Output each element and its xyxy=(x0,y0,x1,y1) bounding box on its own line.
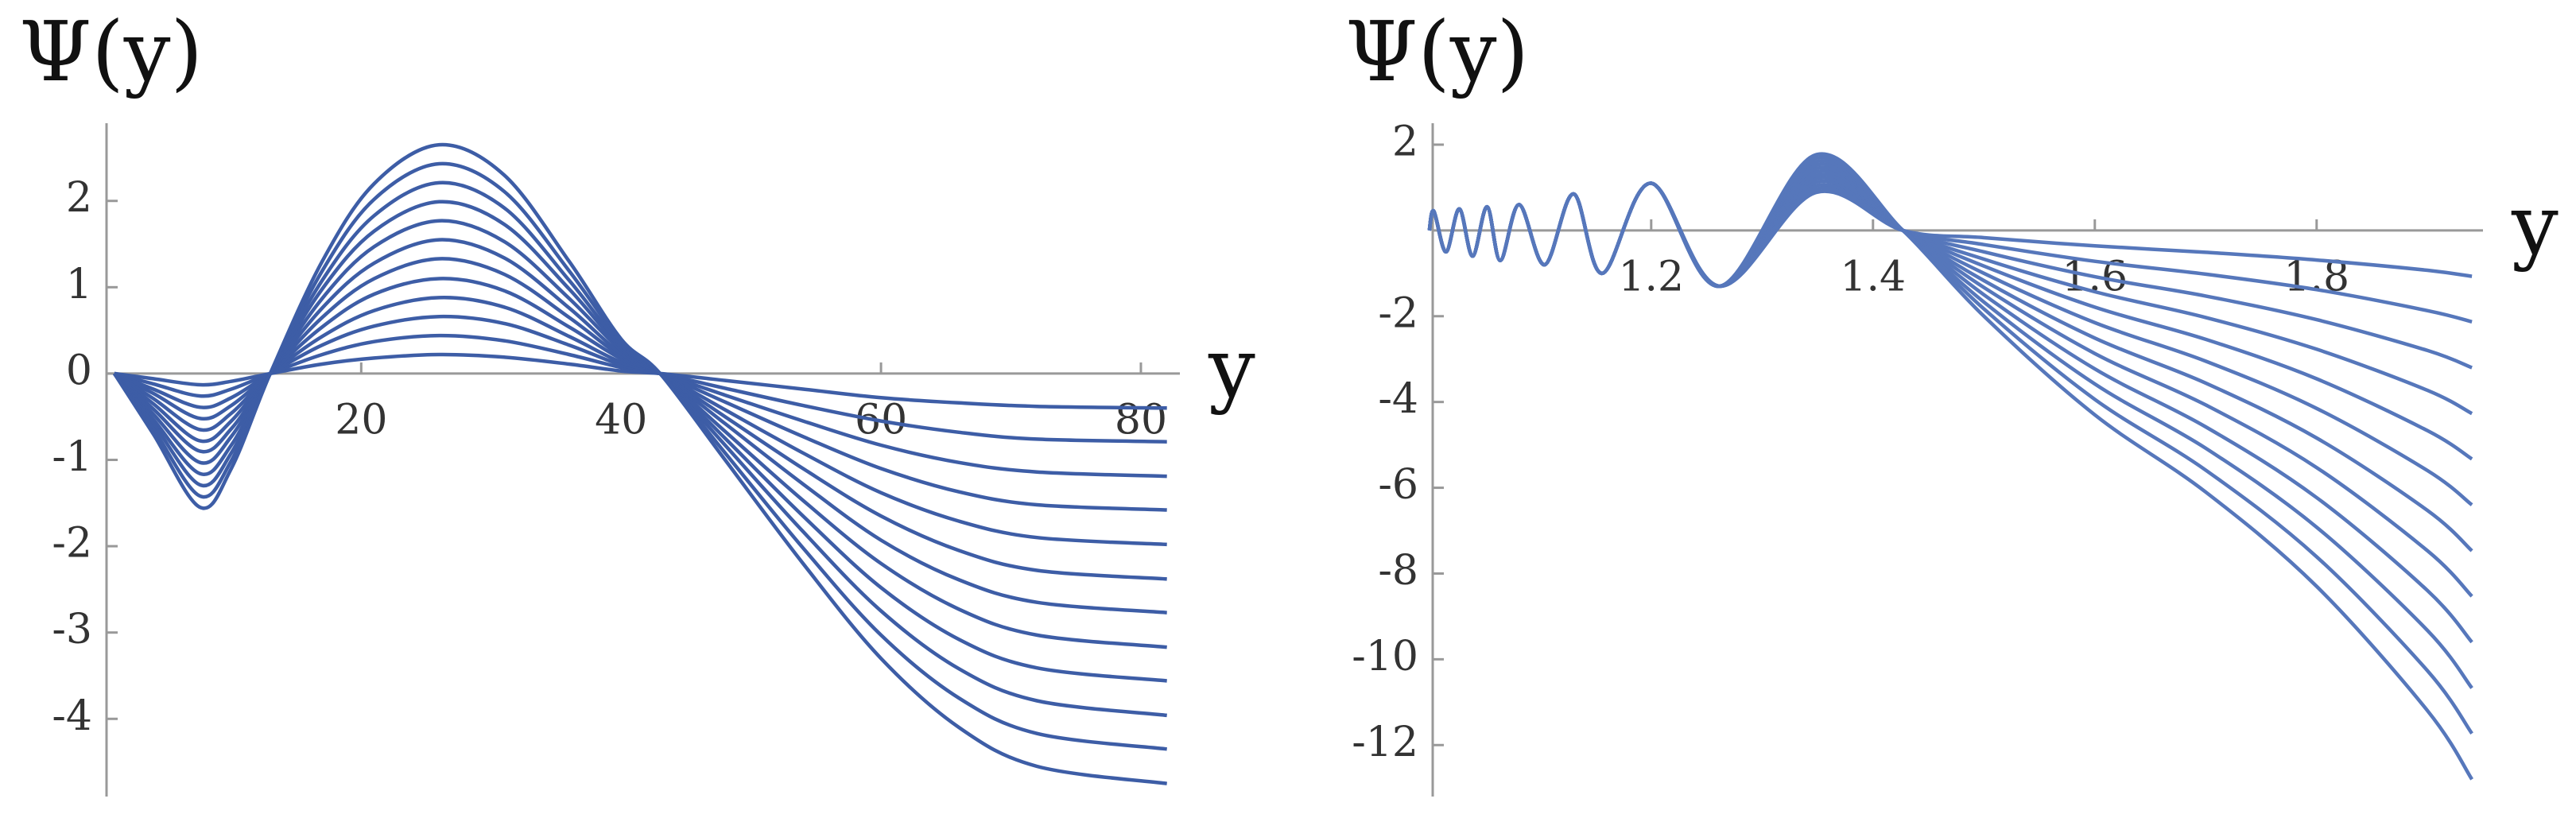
y-axis-label: Ψ(y) xyxy=(19,3,203,100)
y-tick-label: -8 xyxy=(1378,547,1418,595)
curve xyxy=(114,333,1167,444)
curve xyxy=(1427,152,2473,781)
y-tick-label: -12 xyxy=(1352,719,1418,766)
y-tick-label: -6 xyxy=(1378,461,1418,509)
y-tick-label: 2 xyxy=(1392,118,1418,165)
curve xyxy=(112,142,1167,785)
x-tick-label: 40 xyxy=(595,396,647,444)
curve xyxy=(113,219,1167,649)
y-axis-label: Ψ(y) xyxy=(1345,3,1529,100)
y-tick-label: -4 xyxy=(52,692,92,740)
y-tick-label: -3 xyxy=(52,606,92,653)
y-tick-label: -2 xyxy=(52,520,92,568)
curve xyxy=(113,200,1167,683)
curve xyxy=(113,238,1167,614)
y-tick-label: 2 xyxy=(66,174,92,222)
curve xyxy=(114,352,1167,410)
curve xyxy=(112,161,1167,751)
y-tick-label: 0 xyxy=(66,347,92,394)
curve xyxy=(113,296,1167,512)
y-tick-label: 1 xyxy=(66,261,92,308)
y-tick-label: -4 xyxy=(1378,375,1418,423)
y-tick-label: -1 xyxy=(52,433,92,481)
curve xyxy=(113,180,1167,718)
x-tick-label: 20 xyxy=(335,396,387,444)
curve xyxy=(113,257,1167,581)
x-tick-label: 1.4 xyxy=(1840,253,1906,300)
y-tick-label: -2 xyxy=(1378,289,1418,337)
curve xyxy=(113,314,1167,479)
y-tick-label: -10 xyxy=(1352,633,1418,680)
x-tick-label: 80 xyxy=(1115,396,1167,444)
x-axis-label: y xyxy=(1208,320,1255,417)
x-axis-label: y xyxy=(2511,176,2559,273)
curve xyxy=(113,277,1167,547)
x-tick-label: 1.2 xyxy=(1618,253,1684,300)
